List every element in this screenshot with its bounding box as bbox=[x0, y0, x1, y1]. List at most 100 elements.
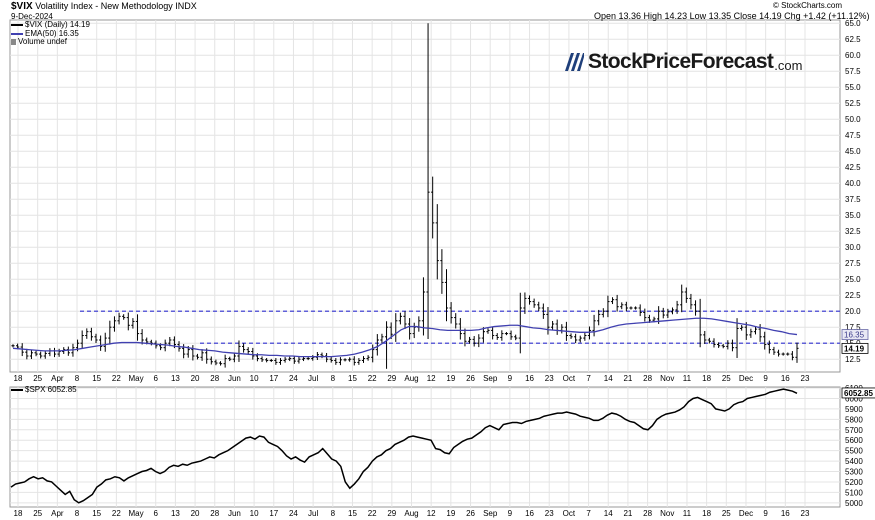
ema-line bbox=[12, 317, 798, 358]
legend-vix: $VIX (Daily) 14.19 bbox=[11, 20, 90, 29]
spx-y-tick-label: 5500 bbox=[845, 447, 863, 456]
vix-x-tick-label: 14 bbox=[604, 374, 613, 383]
spx-x-tick-label: 16 bbox=[525, 509, 534, 518]
legend-volume-swatch bbox=[11, 38, 16, 45]
vix-x-tick-label: 23 bbox=[801, 374, 810, 383]
vix-x-tick-label: 22 bbox=[112, 374, 121, 383]
spx-y-tick-label: 5600 bbox=[845, 436, 863, 445]
vix-x-tick-label: 24 bbox=[289, 374, 298, 383]
spx-y-tick-label: 5000 bbox=[845, 499, 863, 508]
vix-x-tick-label: Aug bbox=[404, 374, 418, 383]
spx-y-tick-label: 5700 bbox=[845, 426, 863, 435]
spx-y-tick-label: 5100 bbox=[845, 488, 863, 497]
spx-x-tick-label: Jul bbox=[308, 509, 318, 518]
vix-x-tick-label: 7 bbox=[586, 374, 591, 383]
spx-x-tick-label: 24 bbox=[289, 509, 298, 518]
spx-x-tick-label: 22 bbox=[112, 509, 121, 518]
vix-y-tick-label: 62.5 bbox=[845, 35, 861, 44]
vix-y-tick-label: 37.5 bbox=[845, 195, 861, 204]
vix-y-tick-label: 35.0 bbox=[845, 211, 861, 220]
vix-x-tick-label: 18 bbox=[14, 374, 23, 383]
spx-x-tick-label: 10 bbox=[250, 509, 259, 518]
legend-volume-label: Volume undef bbox=[18, 37, 67, 46]
spx-x-tick-label: 18 bbox=[702, 509, 711, 518]
spx-x-tick-label: 23 bbox=[801, 509, 810, 518]
symbol: $VIX bbox=[11, 1, 33, 12]
vix-x-tick-label: 29 bbox=[387, 374, 396, 383]
ohlc-readout: Open 13.36 High 14.23 Low 13.35 Close 14… bbox=[594, 11, 870, 21]
spx-x-tick-label: 26 bbox=[466, 509, 475, 518]
spx-y-tick-label: 5300 bbox=[845, 468, 863, 477]
vix-y-tick-label: 45.0 bbox=[845, 147, 861, 156]
vix-y-tick-label: 60.0 bbox=[845, 51, 861, 60]
vix-y-tick-label: 40.0 bbox=[845, 179, 861, 188]
legend-vix-swatch bbox=[11, 23, 23, 26]
vix-x-tick-label: 21 bbox=[623, 374, 632, 383]
spx-x-tick-label: 8 bbox=[331, 509, 336, 518]
spx-x-tick-label: 21 bbox=[623, 509, 632, 518]
vix-x-tick-label: Nov bbox=[660, 374, 674, 383]
spx-y-tick-label: 5900 bbox=[845, 405, 863, 414]
spx-x-tick-label: 8 bbox=[75, 509, 80, 518]
legend-spx-label: $SPX 6052.85 bbox=[25, 385, 77, 394]
vix-y-tick-label: 47.5 bbox=[845, 131, 861, 140]
legend-ema-label: EMA(50) 16.35 bbox=[25, 29, 79, 38]
vix-x-tick-label: 20 bbox=[191, 374, 200, 383]
spx-x-tick-label: 17 bbox=[269, 509, 278, 518]
vix-y-tick-label: 32.5 bbox=[845, 227, 861, 236]
vix-x-tick-label: Dec bbox=[739, 374, 753, 383]
last-value-badge bbox=[841, 342, 869, 354]
vix-panel-frame bbox=[9, 19, 841, 373]
vix-y-tick-label: 42.5 bbox=[845, 163, 861, 172]
logo-text: StockPriceForecast bbox=[588, 50, 774, 73]
vix-y-tick-label: 65.0 bbox=[845, 19, 861, 28]
chart-header-title: $VIX Volatility Index - New Methodology … bbox=[11, 1, 197, 12]
spx-x-tick-label: 22 bbox=[368, 509, 377, 518]
spx-x-tick-label: 6 bbox=[153, 509, 158, 518]
spx-x-tick-label: 29 bbox=[387, 509, 396, 518]
vix-x-tick-label: 6 bbox=[153, 374, 158, 383]
legend-spx-swatch bbox=[11, 388, 23, 391]
vix-x-tick-label: 25 bbox=[33, 374, 42, 383]
vix-x-tick-label: 28 bbox=[210, 374, 219, 383]
symbol-name: Volatility Index - New Methodology bbox=[35, 1, 173, 11]
exchange: INDX bbox=[175, 1, 197, 11]
spx-x-tick-label: Oct bbox=[563, 509, 576, 518]
vix-x-tick-label: 11 bbox=[683, 374, 692, 383]
spx-x-tick-label: 18 bbox=[14, 509, 23, 518]
spx-x-tick-label: 28 bbox=[210, 509, 219, 518]
spx-x-tick-label: 23 bbox=[545, 509, 554, 518]
spx-x-tick-label: 9 bbox=[508, 509, 513, 518]
spx-panel-frame bbox=[9, 386, 841, 508]
vix-x-tick-label: 18 bbox=[702, 374, 711, 383]
legend-vix-label: $VIX (Daily) 14.19 bbox=[25, 20, 90, 29]
spx-last-value-label: 6052.85 bbox=[844, 389, 873, 398]
legend-ema-swatch bbox=[11, 32, 23, 35]
vix-x-tick-label: 8 bbox=[331, 374, 336, 383]
vix-x-tick-label: 25 bbox=[722, 374, 731, 383]
vix-y-tick-label: 17.5 bbox=[845, 323, 861, 332]
chart-date: 9-Dec-2024 bbox=[11, 12, 53, 21]
spx-x-tick-label: 14 bbox=[604, 509, 613, 518]
vix-x-tick-label: 19 bbox=[446, 374, 455, 383]
vix-y-tick-label: 52.5 bbox=[845, 99, 861, 108]
last-value-label: 16.35 bbox=[844, 331, 865, 340]
vix-x-tick-label: 10 bbox=[250, 374, 259, 383]
legend-volume: Volume undef bbox=[11, 37, 67, 46]
legend-spx: $SPX 6052.85 bbox=[11, 385, 77, 394]
vix-x-tick-label: 12 bbox=[427, 374, 436, 383]
vix-x-tick-label: 26 bbox=[466, 374, 475, 383]
vix-x-tick-label: Jun bbox=[228, 374, 241, 383]
spx-line bbox=[10, 388, 798, 504]
vix-y-tick-label: 50.0 bbox=[845, 115, 861, 124]
spx-x-tick-label: 16 bbox=[781, 509, 790, 518]
spx-x-tick-label: 25 bbox=[722, 509, 731, 518]
logo-suffix: .com bbox=[774, 57, 803, 73]
vix-y-tick-label: 25.0 bbox=[845, 275, 861, 284]
vix-y-tick-label: 27.5 bbox=[845, 259, 861, 268]
spx-x-tick-label: 19 bbox=[446, 509, 455, 518]
spx-x-tick-label: May bbox=[128, 509, 143, 518]
vix-x-tick-label: Jul bbox=[308, 374, 318, 383]
vix-x-tick-label: Apr bbox=[51, 374, 64, 383]
